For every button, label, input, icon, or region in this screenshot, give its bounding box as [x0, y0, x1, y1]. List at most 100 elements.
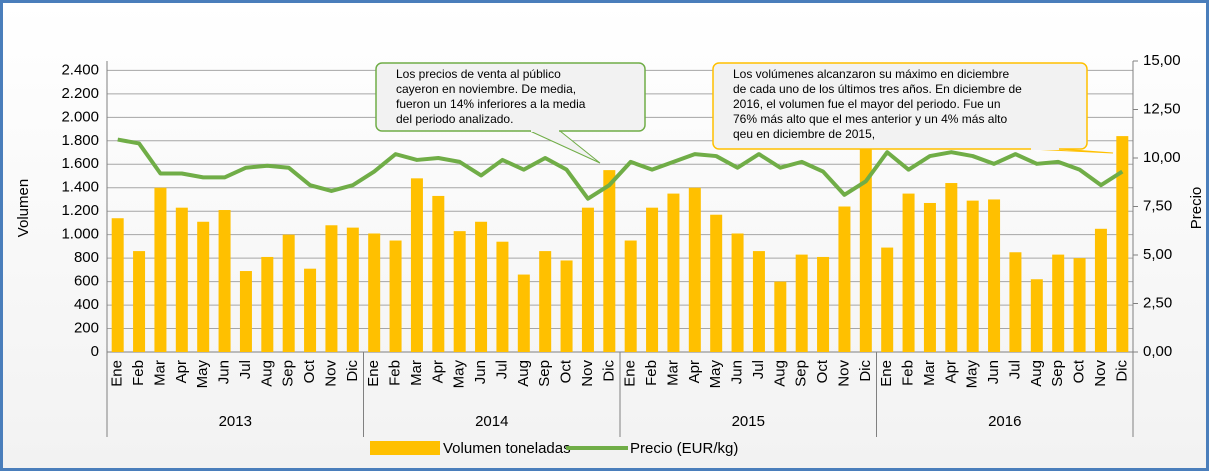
bar — [646, 207, 659, 352]
y2-tick-label: 0,00 — [1143, 343, 1172, 360]
x-tick-label: Oct — [814, 359, 831, 383]
x-tick-label: Dic — [344, 360, 361, 382]
callout-gap — [531, 129, 559, 132]
bar — [581, 207, 594, 352]
bar — [1030, 279, 1043, 352]
year-label: 2014 — [475, 413, 508, 430]
x-tick-label: Ene — [109, 360, 126, 387]
bar — [1073, 258, 1086, 352]
callout-text: de cada uno de los últimos tres años. En… — [733, 82, 1022, 96]
x-tick-label: Jun — [985, 360, 1002, 384]
bar — [688, 187, 701, 352]
year-label: 2016 — [988, 413, 1021, 430]
bar — [261, 256, 274, 352]
line — [117, 137, 1124, 201]
y2-tick-label: 10,00 — [1143, 149, 1181, 166]
y-tick-label: 600 — [74, 273, 99, 290]
bar — [410, 178, 423, 352]
bar — [560, 260, 573, 352]
callout-text: del periodo analizado. — [396, 112, 513, 126]
legend-label: Volumen toneladas — [443, 440, 571, 457]
y-tick-label: 1.200 — [61, 202, 99, 219]
callout-gap — [1031, 147, 1059, 150]
bar — [346, 227, 359, 352]
bar — [432, 195, 445, 352]
x-tick-label: Ene — [878, 360, 895, 387]
year-label: 2013 — [219, 413, 252, 430]
x-tick-label: Nov — [579, 360, 596, 387]
x-tick-label: May — [964, 360, 981, 389]
callout-box — [712, 62, 1088, 150]
x-tick-label: May — [707, 360, 724, 389]
x-tick-label: Ene — [365, 360, 382, 387]
x-tick-label: Apr — [942, 360, 959, 383]
x-tick-label: Nov — [1092, 360, 1109, 387]
x-tick-label: Oct — [558, 359, 575, 383]
x-tick-label: Jun — [472, 360, 489, 384]
x-tick-label: Mar — [408, 360, 425, 386]
y-tick-label: 2.400 — [61, 61, 99, 78]
callout-text: Los precios de venta al público — [396, 67, 561, 81]
x-tick-label: Nov — [322, 360, 339, 387]
y-tick-label: 2.000 — [61, 108, 99, 125]
x-tick-label: Jun — [729, 360, 746, 384]
callout-text: Los volúmenes alcanzaron su máximo en di… — [733, 67, 1009, 81]
bar — [389, 240, 402, 352]
x-tick-label: Mar — [921, 360, 938, 386]
bar — [1009, 252, 1022, 352]
bar — [496, 241, 509, 352]
callout-box — [375, 62, 646, 132]
bar — [517, 274, 530, 352]
bar — [175, 207, 188, 352]
x-tick-label: Dic — [857, 360, 874, 382]
bar — [539, 251, 552, 352]
x-tick-label: Mar — [151, 360, 168, 386]
y2-axis-title: Precio — [1188, 187, 1205, 230]
bar — [282, 234, 295, 352]
bar — [945, 183, 958, 352]
x-tick-label: Jul — [1006, 360, 1023, 379]
bar — [624, 240, 637, 352]
bar — [239, 271, 252, 352]
x-tick-label: Aug — [258, 360, 275, 387]
bar — [111, 218, 124, 352]
x-tick-label: May — [194, 360, 211, 389]
bar — [988, 199, 1001, 352]
x-tick-label: Aug — [771, 360, 788, 387]
y2-tick-label: 15,00 — [1143, 52, 1181, 69]
x-tick-label: Aug — [1028, 360, 1045, 387]
x-tick-label: Sep — [793, 360, 810, 387]
y-tick-label: 400 — [74, 296, 99, 313]
bar — [1052, 254, 1065, 352]
bar — [1116, 136, 1129, 352]
bar — [817, 256, 830, 352]
x-tick-label: Oct — [301, 359, 318, 383]
bar — [923, 202, 936, 352]
bar — [752, 251, 765, 352]
legend-swatch — [370, 441, 440, 455]
callout-text: fueron un 14% inferiores a la media — [396, 97, 586, 111]
x-tick-label: Jul — [750, 360, 767, 379]
x-tick-label: Dic — [600, 360, 617, 382]
bar — [881, 247, 894, 352]
y-tick-label: 0 — [91, 343, 99, 360]
x-tick-label: Sep — [280, 360, 297, 387]
x-tick-label: Sep — [536, 360, 553, 387]
bar — [197, 221, 210, 352]
bar — [966, 200, 979, 352]
y-tick-label: 1.800 — [61, 132, 99, 149]
x-tick-label: Feb — [900, 360, 917, 386]
x-tick-label: Feb — [643, 360, 660, 386]
y2-tick-label: 5,00 — [1143, 246, 1172, 263]
y2-tick-label: 12,50 — [1143, 100, 1181, 117]
x-tick-label: Aug — [515, 360, 532, 387]
x-tick-label: Apr — [686, 360, 703, 383]
y-axis-title: Volumen — [15, 179, 32, 237]
y-tick-label: 1.600 — [61, 155, 99, 172]
year-label: 2015 — [732, 413, 765, 430]
x-tick-label: Apr — [429, 360, 446, 383]
x-tick-label: Sep — [1049, 360, 1066, 387]
x-tick-label: Ene — [622, 360, 639, 387]
callout-text: 76% más alto que el mes anterior y un 4%… — [733, 112, 1007, 126]
